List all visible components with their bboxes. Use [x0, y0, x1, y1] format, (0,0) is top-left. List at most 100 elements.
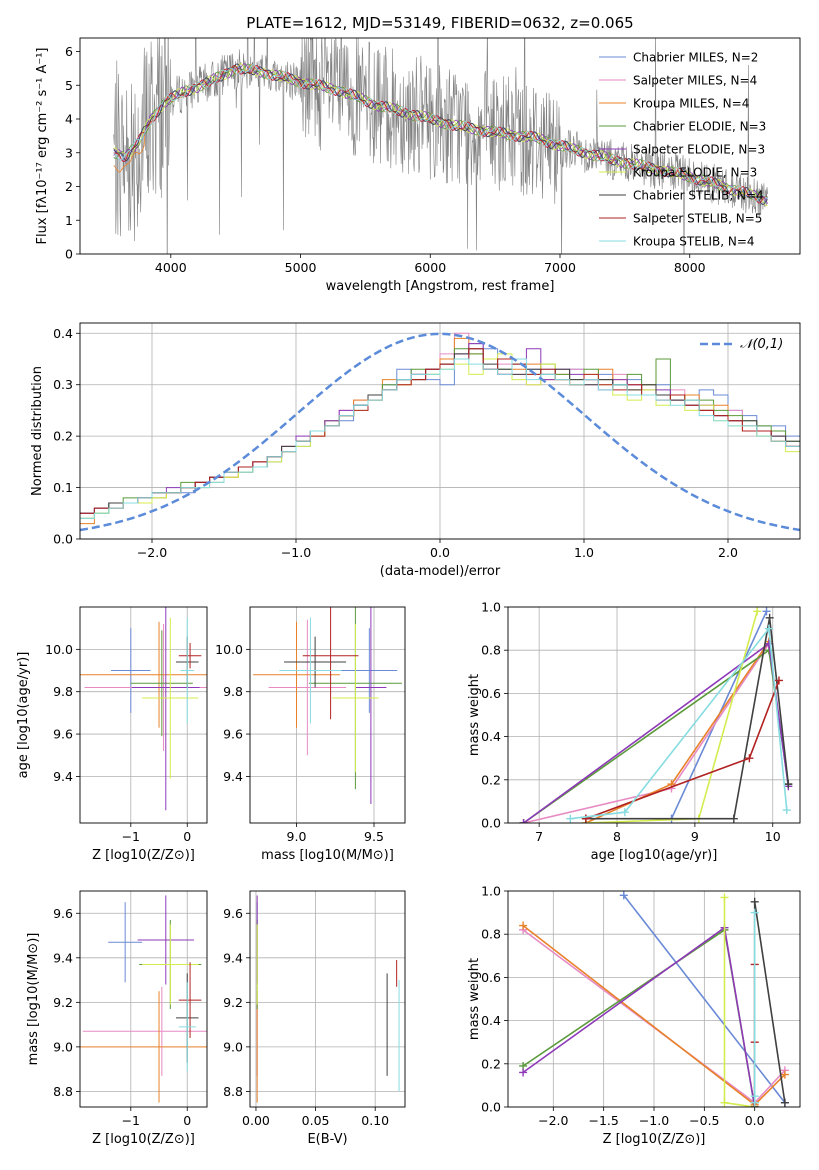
y-tick-label: 0.0 [481, 1100, 501, 1115]
y-tick-label: 0.6 [481, 686, 501, 701]
x-tick-label: 0.10 [361, 1113, 389, 1128]
data-point-marker [753, 607, 762, 616]
plot-area [256, 895, 400, 1103]
x-tick-label: 7000 [544, 260, 576, 275]
y-axis-label: mass weight [467, 674, 482, 756]
y-tick-label: 2 [65, 179, 73, 194]
y-tick-label: 0.6 [481, 970, 501, 985]
errorbar-point [178, 643, 202, 669]
y-tick-label: 9.4 [223, 950, 243, 965]
data-point-marker [765, 613, 774, 622]
y-tick-label: 0.4 [481, 729, 501, 744]
mass-weight-line [623, 894, 786, 1104]
x-tick-label: 0.05 [302, 1113, 330, 1128]
errorbar-point [178, 962, 202, 1038]
errorbar-point [111, 628, 151, 713]
panel-8: −2.0 −1.5 −1.0 −0.5 0.0 0.0 0.2 0.4 0.6 0.8 1.0 Z [… [467, 884, 801, 1147]
errorbar-point [302, 607, 359, 720]
data-point-marker [780, 1098, 789, 1107]
y-tick-label: 10.0 [215, 642, 243, 657]
x-tick-label: 0.0 [745, 1113, 765, 1128]
x-tick-label: −1.5 [588, 1113, 618, 1128]
y-tick-label: 0.2 [53, 429, 73, 444]
observed-spectrum-line [113, 38, 768, 254]
plot-area [80, 332, 800, 532]
x-tick-label: 10 [765, 829, 781, 844]
axes-frame [79, 322, 801, 540]
x-axis-label: age [log10(age/yr)] [591, 848, 718, 863]
plot-area [519, 891, 789, 1107]
x-tick-label: 5000 [285, 260, 317, 275]
panel-6: −1 0 8.8 9.0 9.2 9.4 9.6 Z [log10(Z/Z⊙)] mass [l… [26, 890, 208, 1147]
x-tick-label: −1 [122, 829, 140, 844]
x-tick-label: 2.0 [718, 545, 738, 560]
x-axis-label: Z [log10(Z/Z⊙)] [603, 1132, 706, 1147]
x-tick-label: 0.00 [242, 1113, 270, 1128]
errorbar-point [268, 619, 347, 756]
axes-frame [507, 606, 801, 824]
x-tick-label: 9.0 [287, 829, 307, 844]
x-axis-label: (data-model)/error [380, 564, 501, 579]
y-tick-label: 0.4 [53, 326, 73, 341]
data-point-marker [720, 1098, 729, 1107]
x-tick-label: 8000 [674, 260, 706, 275]
y-tick-label: 3 [65, 145, 73, 160]
y-tick-label: 9.6 [53, 906, 73, 921]
axes-frame [79, 890, 208, 1108]
y-tick-label: 1.0 [481, 600, 501, 615]
legend-label: Kroupa MILES, N=4 [633, 97, 749, 111]
errorbar-point [284, 636, 347, 688]
plot-area [253, 607, 402, 804]
legend-label: Salpeter ELODIE, N=3 [633, 143, 765, 157]
x-tick-label: 1.0 [574, 545, 594, 560]
data-point-marker [762, 607, 771, 616]
plot-area [519, 607, 793, 823]
x-tick-label: −1.0 [639, 1113, 669, 1128]
plot-area [80, 895, 207, 1103]
y-tick-label: 0.1 [53, 480, 73, 495]
y-tick-label: 9.8 [53, 684, 73, 699]
legend-label: Salpeter MILES, N=4 [633, 74, 757, 88]
chart-title: PLATE=1612, MJD=53149, FIBERID=0632, z=0… [246, 14, 633, 32]
y-tick-label: 0.2 [481, 1056, 501, 1071]
errorbar-point [355, 607, 387, 804]
data-point-marker [764, 624, 773, 633]
errorbar-point [131, 607, 200, 811]
y-tick-label: 1.0 [481, 884, 501, 899]
y-tick-label: 9.0 [53, 1039, 73, 1054]
data-point-marker [566, 814, 575, 823]
legend-label: Kroupa STELIB, N=4 [633, 235, 755, 249]
errorbar-point [82, 986, 207, 1076]
y-tick-label: 9.4 [53, 769, 73, 784]
y-tick-label: 9.6 [223, 727, 243, 742]
x-tick-label: 7 [535, 829, 543, 844]
errorbar-point [108, 902, 143, 983]
histogram-step-line [80, 348, 800, 514]
data-point-marker [750, 897, 759, 906]
errorbar-point [137, 895, 195, 985]
y-tick-label: 5 [65, 78, 73, 93]
y-tick-label: 9.4 [223, 769, 243, 784]
y-tick-label: 4 [65, 112, 73, 127]
y-tick-label: 0.2 [481, 772, 501, 787]
legend-label: 𝒩(0,1) [740, 337, 783, 352]
legend-label: Salpeter STELIB, N=5 [633, 212, 762, 226]
y-tick-label: 8.8 [53, 1084, 73, 1099]
mass-weight-line [585, 680, 780, 820]
x-axis-label: mass [log10(M/M⊙)] [261, 848, 394, 863]
y-tick-label: 1 [65, 213, 73, 228]
legend-label: Chabrier STELIB, N=4 [633, 189, 764, 203]
data-point-marker [780, 1070, 789, 1079]
y-tick-label: 9.2 [53, 995, 73, 1010]
x-axis-label: wavelength [Angstrom, rest frame] [326, 279, 555, 294]
y-tick-label: 9.6 [53, 727, 73, 742]
errorbar-point [142, 924, 199, 1005]
x-tick-label: −1.0 [281, 545, 311, 560]
plot-area [113, 38, 768, 254]
mass-weight-line [585, 617, 790, 820]
axes-frame [79, 37, 801, 255]
model-spectrum-line [113, 64, 768, 204]
data-point-marker [764, 639, 773, 648]
panel-1: 4000 5000 6000 7000 8000 0 1 2 3 4 5 6 wavelength [A… [35, 14, 801, 294]
axes-frame [249, 606, 406, 824]
